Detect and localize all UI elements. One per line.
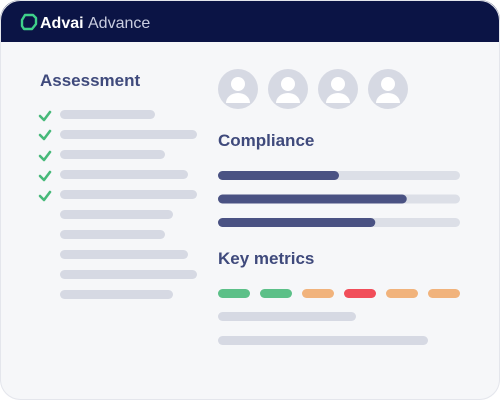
compliance-bars (218, 171, 460, 227)
avatar-body (226, 93, 250, 103)
skeleton-line (60, 130, 197, 139)
avatar (368, 69, 408, 109)
status-pill (344, 289, 376, 298)
skeleton-line (218, 336, 428, 345)
skeleton-line (60, 210, 173, 219)
check (38, 170, 52, 182)
status-pill (386, 289, 418, 298)
status-pill (428, 289, 460, 298)
status-pill (302, 289, 334, 298)
assessment-lines (60, 110, 197, 299)
avatar (268, 69, 308, 109)
skeleton-line (60, 290, 173, 299)
check (38, 129, 52, 141)
avatar-body (276, 93, 300, 103)
status-pill (260, 289, 292, 298)
avatar (318, 69, 358, 109)
avatar-body (376, 93, 400, 103)
skeleton-line (60, 270, 197, 279)
progress-fill (218, 218, 376, 227)
brand: Advai (40, 15, 84, 32)
skeleton-line (60, 190, 197, 199)
section-title: Key metrics (218, 249, 314, 268)
skeleton-line (60, 110, 155, 119)
avatars (218, 69, 408, 109)
status-pill (218, 289, 250, 298)
check (38, 190, 52, 202)
check (38, 110, 52, 122)
avatar-body (326, 93, 350, 103)
skeleton-line (60, 150, 165, 159)
checklist (38, 110, 52, 202)
skeleton-line (218, 312, 356, 321)
avatar-head (381, 77, 395, 91)
product: Advance (88, 15, 150, 32)
check (38, 150, 52, 162)
skeleton-line (60, 250, 188, 259)
metric-pills (218, 289, 460, 298)
avatar-head (331, 77, 345, 91)
section-title: Assessment (40, 71, 141, 90)
section-title: Compliance (218, 131, 314, 150)
skeleton-line (60, 230, 165, 239)
progress-fill (218, 194, 407, 204)
logo-icon (20, 13, 38, 31)
avatar-head (231, 77, 245, 91)
header-bar (0, 0, 500, 42)
avatar (218, 69, 258, 109)
avatar-head (281, 77, 295, 91)
skeleton-line (60, 170, 188, 179)
progress-fill (218, 171, 339, 180)
